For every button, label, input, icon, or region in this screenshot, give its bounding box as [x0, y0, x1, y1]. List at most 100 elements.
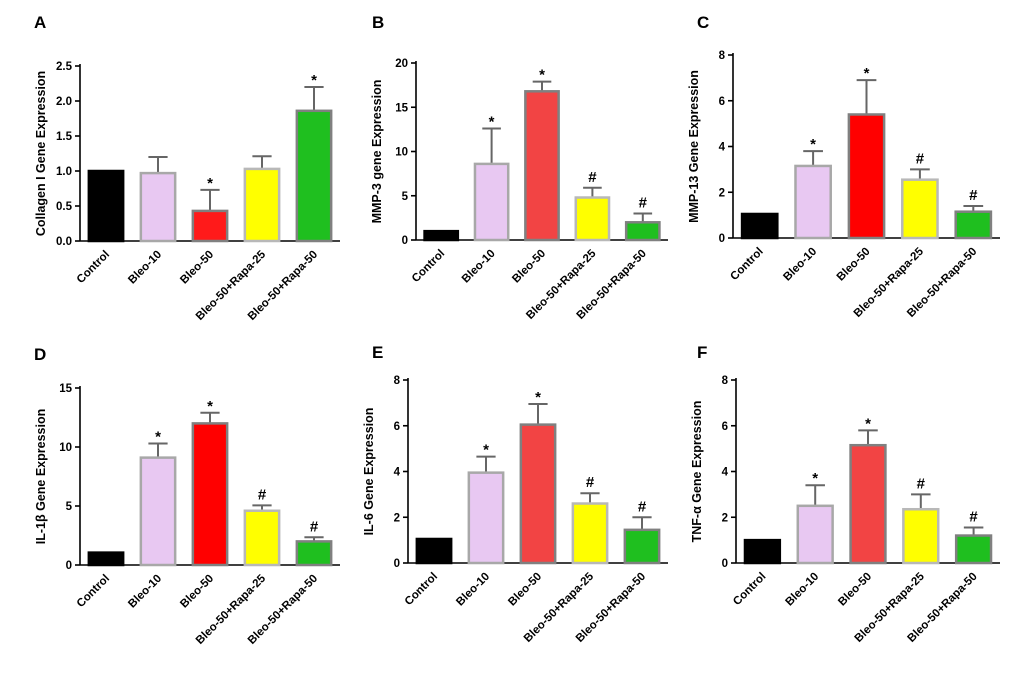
- significance-mark: #: [638, 498, 647, 515]
- bar-bleo-50-rapa-25: [574, 196, 611, 242]
- bar-bleo-10: [467, 471, 505, 565]
- chart-panel-b: B MMP-3 gene Expression 0 5 10 15 20 Control * Bl…: [370, 13, 668, 322]
- chart-panel-e: E IL-6 Gene Expression 0 2 4 6 8 Control * Bleo-1…: [362, 343, 668, 645]
- x-tick-label: Bleo-50: [506, 571, 544, 609]
- y-tick-label: 8: [394, 375, 401, 387]
- y-tick-label: 8: [722, 375, 729, 387]
- chart-panel-a: A Collagen I Gene Expression 0.0 0.5 1.0 1.5 2…: [34, 13, 340, 323]
- significance-mark: *: [207, 175, 213, 192]
- y-tick-label: 4: [394, 467, 401, 479]
- x-tick-label: Control: [728, 246, 765, 283]
- significance-mark: *: [483, 442, 489, 459]
- bar-control: [740, 212, 779, 240]
- bar-bleo-10: [794, 164, 832, 240]
- x-tick-label: Control: [75, 573, 112, 610]
- bar-bleo-50: [847, 113, 886, 240]
- y-tick-label: 20: [395, 58, 408, 70]
- significance-mark: *: [539, 67, 545, 84]
- y-axis-label: IL-1β Gene Expression: [34, 409, 48, 544]
- bar-bleo-50: [191, 422, 229, 567]
- y-tick-label: 6: [719, 96, 725, 108]
- x-tick-label: Control: [403, 571, 440, 608]
- significance-mark: *: [155, 428, 161, 445]
- significance-mark: #: [586, 474, 595, 491]
- bar-bleo-50-rapa-50: [623, 528, 661, 565]
- y-tick-label: 2: [719, 187, 725, 199]
- panel-letter: C: [697, 13, 709, 32]
- y-tick-label: 15: [59, 383, 72, 395]
- y-axis-label: TNF-α Gene Expression: [690, 401, 704, 543]
- bar-bleo-50: [519, 423, 557, 565]
- significance-mark: *: [489, 113, 495, 130]
- bar-bleo-10: [139, 456, 177, 567]
- significance-mark: *: [865, 415, 871, 432]
- significance-mark: #: [969, 187, 978, 204]
- bar-bleo-10: [473, 162, 510, 242]
- significance-mark: #: [588, 169, 597, 186]
- panel-letter: E: [372, 343, 383, 362]
- bar-bleo-50: [524, 90, 560, 242]
- x-tick-label: Control: [410, 248, 447, 285]
- y-tick-label: 0.5: [56, 201, 73, 213]
- significance-mark: #: [639, 194, 648, 211]
- bar-bleo-50-rapa-25: [243, 167, 281, 243]
- bar-control: [87, 169, 125, 243]
- y-tick-label: 6: [722, 421, 728, 433]
- y-tick-label: 5: [402, 191, 409, 203]
- significance-mark: *: [864, 65, 870, 82]
- bar-bleo-50-rapa-50: [295, 540, 333, 567]
- significance-mark: *: [535, 389, 541, 406]
- y-axis-label: MMP-3 gene Expression: [370, 80, 384, 224]
- y-tick-label: 1.5: [56, 131, 73, 143]
- y-tick-label: 2.0: [56, 96, 72, 108]
- chart-panel-f: F TNF-α Gene Expression 0 2 4 6 8 Control * Bleo-…: [690, 343, 1000, 645]
- y-axis-label: Collagen I Gene Expression: [34, 71, 48, 236]
- chart-panel-d: D IL-1β Gene Expression 0 5 10 15 Control * Bleo…: [34, 345, 340, 647]
- bar-control: [87, 551, 125, 567]
- x-tick-label: Bleo-10: [460, 248, 498, 286]
- y-tick-label: 0: [402, 235, 408, 247]
- significance-mark: *: [812, 470, 818, 487]
- x-tick-label: Bleo-10: [126, 249, 164, 287]
- x-tick-label: Bleo-10: [126, 573, 164, 611]
- bar-control: [415, 537, 453, 565]
- bar-bleo-50-rapa-50: [954, 534, 993, 565]
- y-tick-label: 0: [722, 558, 728, 570]
- bar-bleo-50-rapa-25: [901, 178, 939, 240]
- y-tick-label: 0: [719, 233, 725, 245]
- bar-bleo-50-rapa-25: [243, 509, 281, 567]
- bar-bleo-50-rapa-25: [571, 502, 609, 565]
- x-tick-label: Control: [75, 249, 112, 286]
- y-tick-label: 5: [66, 501, 73, 513]
- x-tick-label: Bleo-50: [510, 248, 548, 286]
- panel-letter: F: [697, 343, 707, 362]
- bar-bleo-50-rapa-50: [295, 109, 333, 243]
- y-tick-label: 2.5: [56, 61, 73, 73]
- x-tick-label: Bleo-10: [454, 571, 492, 609]
- bar-bleo-50-rapa-50: [624, 221, 661, 242]
- x-tick-label: Bleo-50: [178, 573, 216, 611]
- y-tick-label: 4: [722, 467, 729, 479]
- bar-bleo-50-rapa-25: [902, 507, 940, 565]
- bar-bleo-10: [796, 504, 834, 565]
- panel-letter: B: [372, 13, 384, 32]
- bar-control: [423, 229, 460, 242]
- y-tick-label: 8: [719, 50, 726, 62]
- y-tick-label: 15: [395, 102, 408, 114]
- panel-letter: A: [34, 13, 46, 32]
- x-tick-label: Bleo-50: [835, 246, 873, 284]
- y-axis-label: IL-6 Gene Expression: [362, 408, 376, 536]
- significance-mark: #: [916, 150, 925, 167]
- y-tick-label: 0: [66, 560, 72, 572]
- bar-control: [743, 538, 782, 565]
- x-tick-label: Bleo-10: [781, 246, 819, 284]
- significance-mark: #: [969, 509, 978, 526]
- bar-bleo-10: [139, 171, 177, 243]
- x-tick-label: Bleo-50: [178, 249, 216, 287]
- panel-letter: D: [34, 345, 46, 364]
- y-tick-label: 10: [395, 147, 408, 159]
- significance-mark: #: [917, 475, 926, 492]
- x-tick-label: Bleo-10: [783, 571, 821, 609]
